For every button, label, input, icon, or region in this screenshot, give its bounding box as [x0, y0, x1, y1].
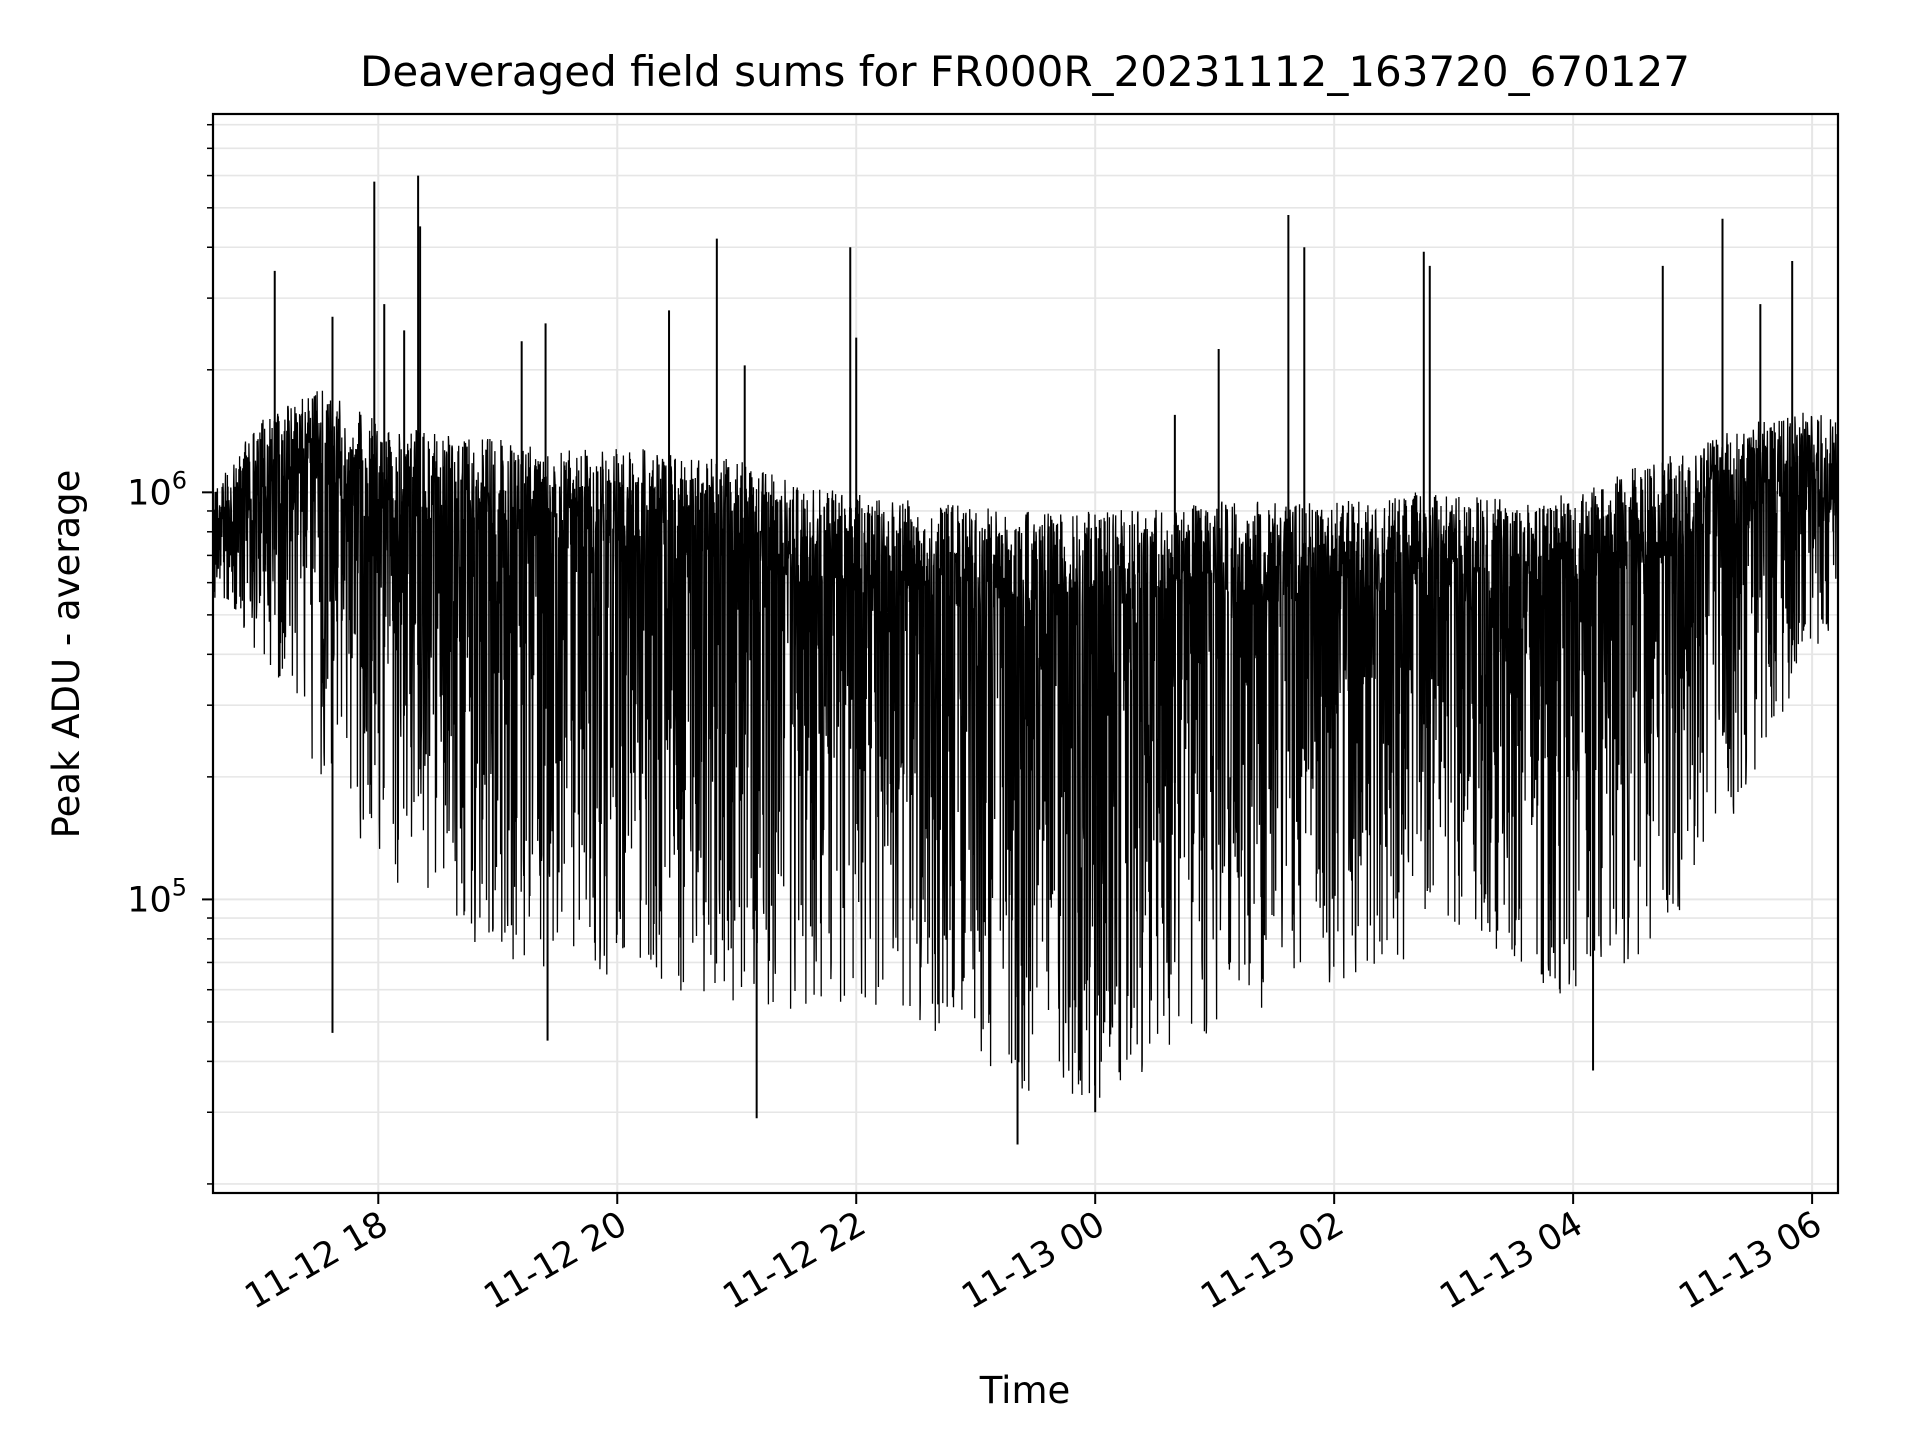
series-line: [212, 390, 1839, 1098]
y-tick-label: 105: [127, 873, 187, 920]
y-tick-label: 106: [127, 466, 187, 513]
y-axis: 105 106: [127, 123, 213, 1185]
plot-area: [212, 175, 1839, 1145]
axes-frame: [211, 112, 1840, 1195]
chart-title: Deaveraged field sums for FR000R_2023111…: [360, 47, 1690, 96]
y-axis-title: Peak ADU - average: [45, 470, 88, 839]
x-axis-title: Time: [979, 1369, 1071, 1412]
